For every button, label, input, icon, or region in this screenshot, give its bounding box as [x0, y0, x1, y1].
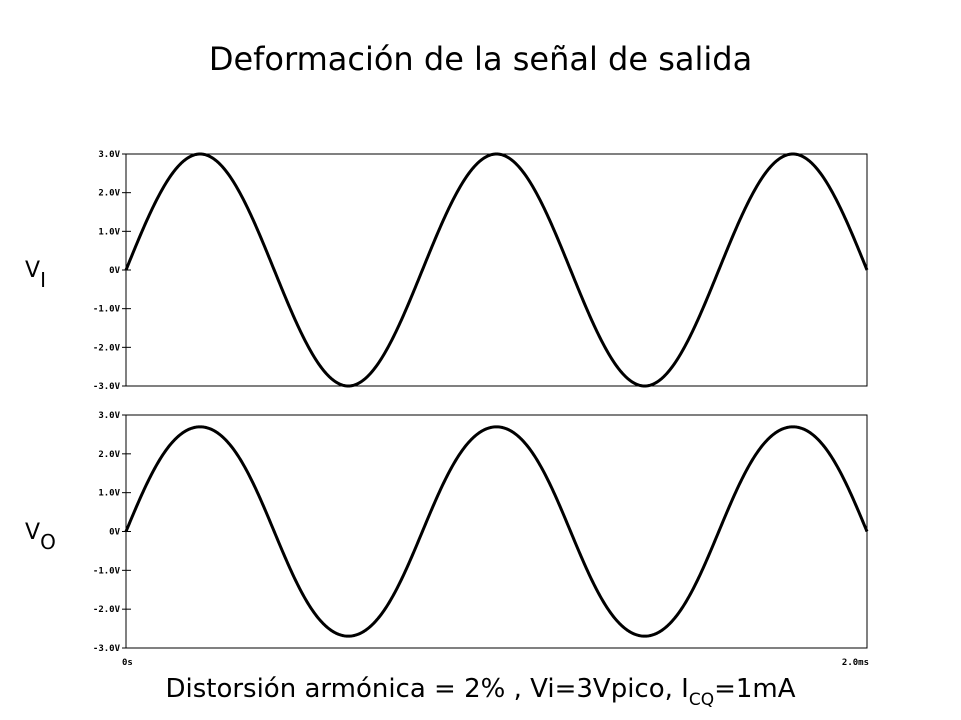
x-tick-label-1: 2.0ms — [842, 658, 869, 668]
caption-sub: CQ — [688, 690, 715, 710]
caption: Distorsión armónica = 2% , Vi=3Vpico, IC… — [0, 674, 961, 710]
waveform-1-0 — [124, 425, 869, 638]
y-tick-label-0-5: -2.0V — [93, 343, 121, 353]
y-tick-label-1-3: 0V — [109, 528, 120, 538]
y-tick-label-0-4: -1.0V — [93, 305, 121, 315]
y-tick-label-1-6: -3.0V — [93, 644, 121, 654]
vo-label: VO — [25, 520, 56, 554]
y-tick-label-0-3: 0V — [109, 266, 120, 276]
slide-title: Deformación de la señal de salida — [208, 40, 753, 78]
vi-label-main: V — [25, 258, 41, 283]
vo-label-sub: O — [40, 530, 56, 554]
y-tick-label-1-0: 3.0V — [98, 411, 120, 421]
caption-tail: =1mA — [714, 674, 796, 704]
y-tick-label-1-2: 1.0V — [98, 489, 120, 499]
y-tick-label-1-5: -2.0V — [93, 605, 121, 615]
y-tick-label-1-4: -1.0V — [93, 566, 121, 576]
caption-main: Distorsión armónica = 2% , Vi=3Vpico, I — [165, 674, 689, 704]
vo-label-main: V — [25, 520, 41, 545]
waveform-0-0 — [124, 152, 869, 388]
y-tick-label-0-6: -3.0V — [93, 382, 121, 392]
vi-label: VI — [25, 258, 46, 292]
y-tick-label-1-1: 2.0V — [98, 450, 120, 460]
plot-frame-1 — [125, 414, 868, 649]
x-tick-label-0: 0s — [122, 658, 133, 668]
y-tick-label-0-0: 3.0V — [98, 150, 120, 160]
y-tick-label-0-1: 2.0V — [98, 189, 120, 199]
vi-label-sub: I — [40, 268, 46, 292]
y-tick-label-0-2: 1.0V — [98, 227, 120, 237]
